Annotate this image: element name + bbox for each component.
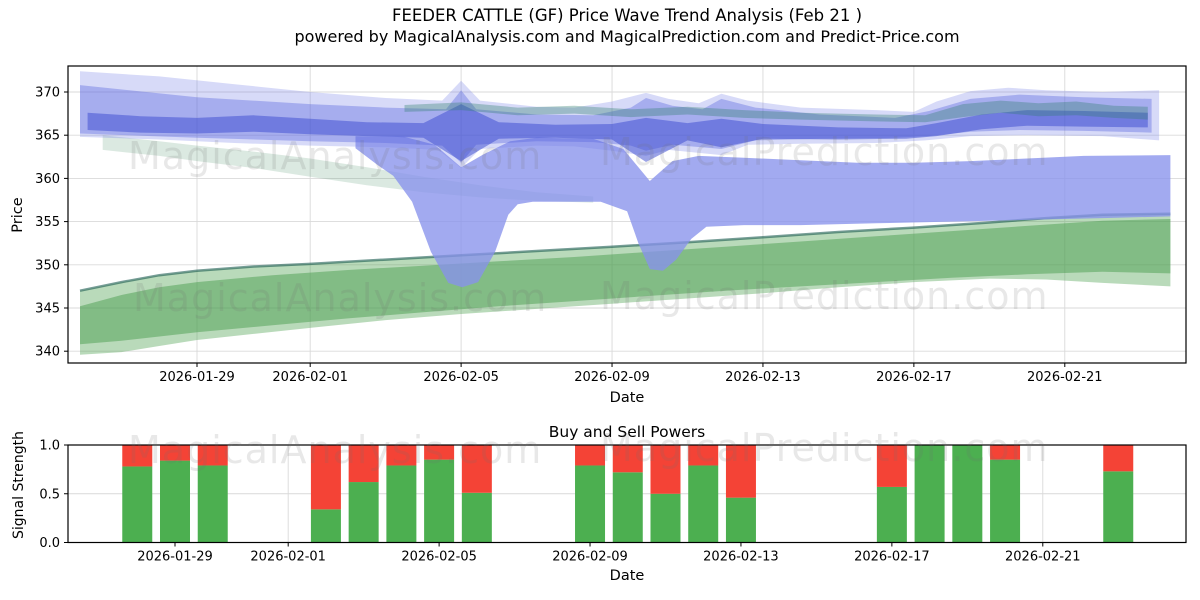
x-tick-label: 2026-02-01 xyxy=(272,370,348,385)
sell-power-bar xyxy=(876,445,907,487)
date-axis-label-main: Date xyxy=(609,390,645,406)
date-axis-label-lower: Date xyxy=(609,568,645,584)
buy-power-bar xyxy=(160,460,190,543)
price-band-dark-blue-core xyxy=(87,104,1148,162)
y-tick-label: 0.5 xyxy=(39,487,60,502)
y-tick-label: 345 xyxy=(35,302,60,317)
x-tick-label: 2026-02-01 xyxy=(250,550,326,565)
sell-power-bar xyxy=(424,445,455,460)
buy-power-bar xyxy=(1103,471,1134,543)
buy-power-bar xyxy=(197,465,228,543)
buy-power-bar xyxy=(876,486,907,543)
lower-chart-title: Buy and Sell Powers xyxy=(548,423,706,441)
buy-power-bar xyxy=(348,482,379,543)
x-tick-label: 2026-02-21 xyxy=(1027,370,1103,385)
buy-power-bar xyxy=(461,492,492,543)
sell-power-bar xyxy=(461,445,492,493)
sell-power-bar xyxy=(725,445,756,498)
buy-power-bar xyxy=(914,445,945,543)
x-tick-label: 2026-02-05 xyxy=(401,550,477,565)
price-band-periwinkle-wide-band xyxy=(355,136,1171,288)
signal-strength-axis-label: Signal Strength xyxy=(11,430,27,539)
buy-power-bar xyxy=(424,459,455,543)
sell-power-bar xyxy=(990,445,1021,460)
sell-power-bar xyxy=(612,445,643,473)
green-top-trend-line xyxy=(79,212,1171,292)
buy-power-bar xyxy=(725,497,756,543)
y-tick-label: 1.0 xyxy=(39,439,60,454)
sell-power-bar xyxy=(122,445,153,467)
price-band-teal-top-band xyxy=(404,100,1148,123)
buy-power-bar xyxy=(650,493,681,543)
x-tick-label: 2026-02-21 xyxy=(1005,550,1081,565)
price-band-green-inner-band xyxy=(80,219,1171,345)
sell-power-bar xyxy=(197,445,228,466)
buy-power-bar xyxy=(310,509,341,543)
y-tick-label: 340 xyxy=(35,345,60,360)
sell-power-bar xyxy=(160,445,190,461)
buy-power-bar xyxy=(952,445,983,543)
sell-power-bar xyxy=(650,445,681,494)
sell-power-bar xyxy=(688,445,719,466)
buy-power-bar xyxy=(386,465,417,543)
y-tick-label: 0.0 xyxy=(39,536,60,551)
y-tick-label: 365 xyxy=(35,129,60,144)
sell-power-bar xyxy=(575,445,606,466)
x-tick-label: 2026-02-05 xyxy=(423,370,499,385)
sell-power-bar xyxy=(1103,445,1134,472)
y-tick-label: 360 xyxy=(35,172,60,187)
buy-power-bar xyxy=(575,465,606,543)
sell-power-bar xyxy=(348,445,379,483)
sell-power-bar xyxy=(310,445,341,510)
y-tick-label: 370 xyxy=(35,86,60,101)
price-band-outer-blue-fan xyxy=(80,71,1160,168)
x-tick-label: 2026-02-13 xyxy=(703,550,779,565)
x-tick-label: 2026-02-17 xyxy=(876,370,952,385)
x-tick-label: 2026-02-09 xyxy=(574,370,650,385)
y-tick-label: 355 xyxy=(35,215,60,230)
x-tick-label: 2026-02-13 xyxy=(725,370,801,385)
buy-power-bar xyxy=(122,466,153,543)
sell-power-bar xyxy=(386,445,417,466)
buy-power-bar xyxy=(990,459,1021,543)
price-plot-frame xyxy=(67,65,1187,364)
y-tick-label: 350 xyxy=(35,258,60,273)
x-tick-label: 2026-01-29 xyxy=(137,550,213,565)
chart-title: FEEDER CATTLE (GF) Price Wave Trend Anal… xyxy=(391,6,863,25)
buy-power-bar xyxy=(688,465,719,543)
x-tick-label: 2026-01-29 xyxy=(159,370,235,385)
chart-subtitle: powered by MagicalAnalysis.com and Magic… xyxy=(294,27,960,46)
x-tick-label: 2026-02-09 xyxy=(552,550,628,565)
x-tick-label: 2026-02-17 xyxy=(854,550,930,565)
buy-power-bar xyxy=(612,472,643,543)
price-axis-label: Price xyxy=(10,197,26,233)
